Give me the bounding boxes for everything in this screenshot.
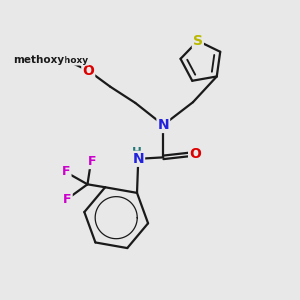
Text: F: F <box>88 155 96 168</box>
Text: O: O <box>189 147 201 161</box>
Text: N: N <box>133 152 144 166</box>
Text: F: F <box>63 193 72 206</box>
Text: O: O <box>82 64 94 78</box>
Text: F: F <box>62 165 70 178</box>
Text: methoxy: methoxy <box>14 55 65 65</box>
Text: N: N <box>158 118 169 132</box>
Text: methoxy: methoxy <box>44 56 88 65</box>
Text: H: H <box>132 146 142 159</box>
Text: S: S <box>193 34 203 48</box>
